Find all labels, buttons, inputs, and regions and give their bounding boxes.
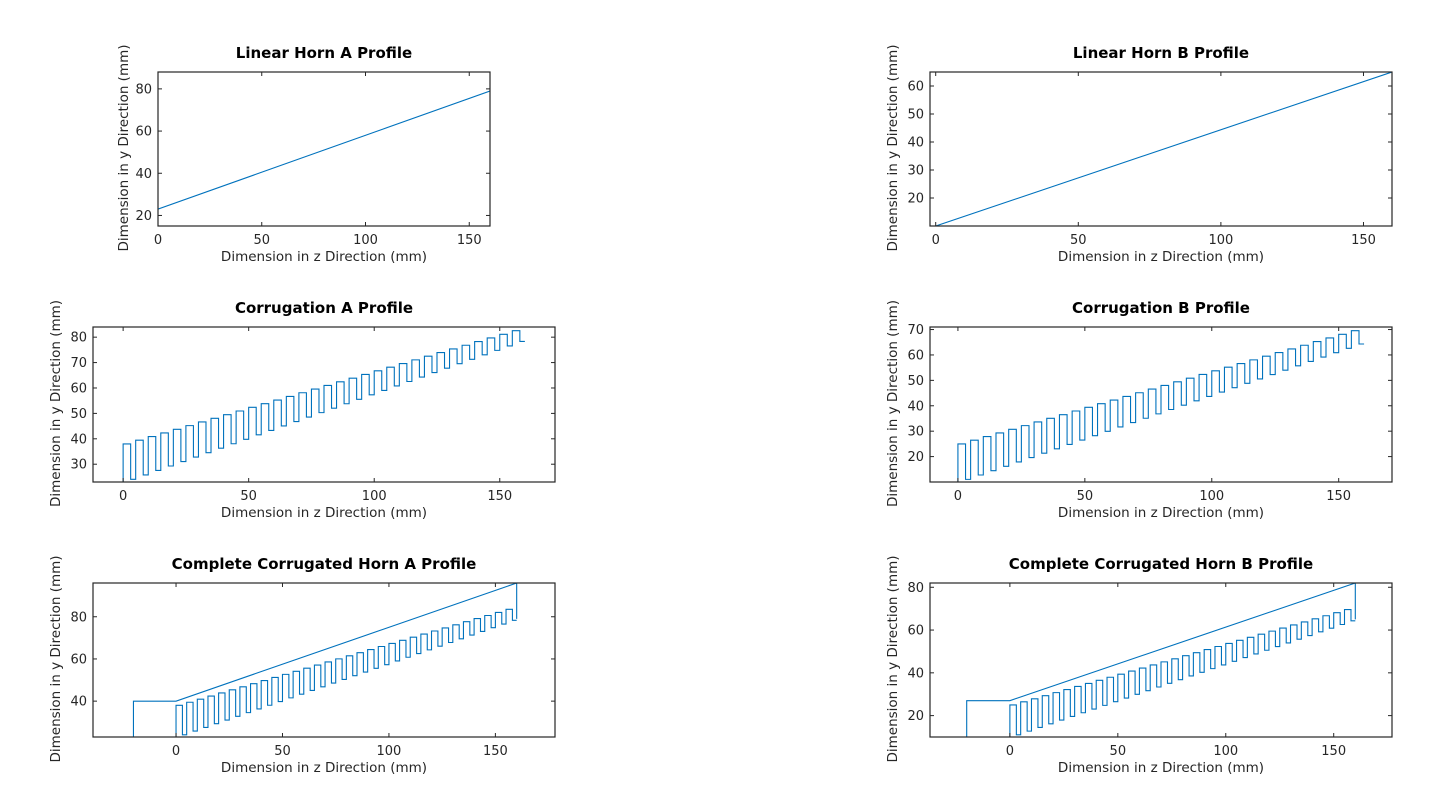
x-tick-label: 0 [1006,744,1014,759]
axes-box [929,326,1393,483]
chart-title: Linear Horn B Profile [1073,44,1249,62]
chart-title: Corrugation A Profile [235,299,413,317]
corrugation-line [175,608,517,737]
x-axis-label: Dimension in z Direction (mm) [221,760,427,776]
x-axis-label: Dimension in z Direction (mm) [1058,249,1264,265]
y-tick-label: 70 [70,356,87,371]
y-tick-label: 40 [135,167,152,182]
y-tick-label: 20 [135,209,152,224]
axes-box [92,582,556,738]
plot-data [957,330,1365,482]
y-axis-label: Dimension in y Direction (mm) [48,300,64,507]
y-tick-label: 60 [907,624,924,639]
y-tick-label: 80 [70,331,87,346]
corrugation-line [957,330,1365,482]
x-axis-label: Dimension in z Direction (mm) [1058,505,1264,521]
y-axis-label: Dimension in y Direction (mm) [885,555,901,762]
y-tick-label: 40 [907,666,924,681]
y-tick-label: 60 [70,381,87,396]
y-tick-label: 70 [907,323,924,338]
y-axis-label: Dimension in y Direction (mm) [885,300,901,507]
x-axis-label: Dimension in z Direction (mm) [221,249,427,265]
y-axis-label: Dimension in y Direction (mm) [885,44,901,251]
x-tick-label: 50 [240,489,257,504]
x-tick-label: 50 [253,233,270,248]
y-tick-label: 20 [907,709,924,724]
x-tick-label: 50 [1077,489,1094,504]
chart-title: Complete Corrugated Horn A Profile [172,555,477,573]
series-line-1 [158,90,490,210]
x-tick-label: 50 [274,744,291,759]
x-tick-label: 50 [1070,233,1087,248]
chart-5: 0 50 100 150 40 60 80 Complete Corrugated Horn … [48,555,556,776]
y-tick-label: 50 [907,374,924,389]
x-tick-label: 0 [119,489,127,504]
y-tick-label: 60 [907,348,924,363]
chart-title: Linear Horn A Profile [236,44,412,62]
x-tick-label: 100 [377,744,402,759]
x-tick-label: 150 [1321,744,1346,759]
y-tick-label: 20 [907,450,924,465]
outline-line [132,583,518,737]
y-tick-label: 60 [135,125,152,140]
chart-4: 0 50 100 150 20 30 40 50 60 70 Corrugation B Profi… [885,299,1393,521]
y-tick-label: 80 [135,82,152,97]
x-tick-label: 150 [1351,233,1376,248]
axes-box [929,582,1393,738]
x-tick-label: 150 [487,489,512,504]
x-axis-label: Dimension in z Direction (mm) [221,505,427,521]
x-tick-label: 50 [1110,744,1127,759]
y-tick-label: 40 [907,136,924,151]
x-tick-label: 150 [1326,489,1351,504]
axes-box [929,71,1393,227]
y-tick-label: 60 [70,652,87,667]
x-tick-label: 150 [457,233,482,248]
corrugation-line [1009,609,1356,737]
y-tick-label: 30 [907,425,924,440]
series-line-1 [935,72,1392,226]
y-tick-label: 40 [70,695,87,710]
x-axis-label: Dimension in z Direction (mm) [1058,760,1264,776]
x-tick-label: 100 [1208,233,1233,248]
y-tick-label: 60 [907,80,924,95]
y-axis-label: Dimension in y Direction (mm) [116,44,132,251]
y-tick-label: 40 [70,432,87,447]
chart-3: 0 50 100 150 30 40 50 60 70 80 Corrugation A Profi… [48,299,556,521]
x-tick-label: 100 [1213,744,1238,759]
x-tick-label: 100 [353,233,378,248]
axes-box [92,326,556,483]
plot-data [966,583,1356,737]
x-tick-label: 0 [954,489,962,504]
axes-box [157,71,491,227]
y-tick-label: 50 [70,407,87,422]
x-tick-label: 100 [362,489,387,504]
chart-1: 0 50 100 150 20 40 60 80 Linear Horn A Profile Di… [116,44,491,265]
x-tick-label: 150 [483,744,508,759]
corrugation-line [122,330,525,482]
plot-data [122,330,525,482]
x-tick-label: 100 [1199,489,1224,504]
x-tick-label: 0 [154,233,162,248]
outline-line [966,583,1356,737]
y-tick-label: 40 [907,399,924,414]
y-axis-label: Dimension in y Direction (mm) [48,555,64,762]
plot-data [132,583,518,737]
y-tick-label: 20 [907,192,924,207]
y-tick-label: 50 [907,108,924,123]
x-tick-label: 0 [172,744,180,759]
y-tick-label: 30 [70,458,87,473]
y-tick-label: 80 [70,610,87,625]
plot-data [935,72,1392,226]
x-tick-label: 0 [932,233,940,248]
chart-6: 0 50 100 150 20 40 60 80 Complete Corrugated Hor… [885,555,1393,776]
plot-data [158,90,490,210]
chart-title: Complete Corrugated Horn B Profile [1009,555,1313,573]
chart-title: Corrugation B Profile [1072,299,1250,317]
y-tick-label: 30 [907,164,924,179]
y-tick-label: 80 [907,581,924,596]
chart-2: 0 50 100 150 20 30 40 50 60 Linear Horn B Profile… [885,44,1393,265]
